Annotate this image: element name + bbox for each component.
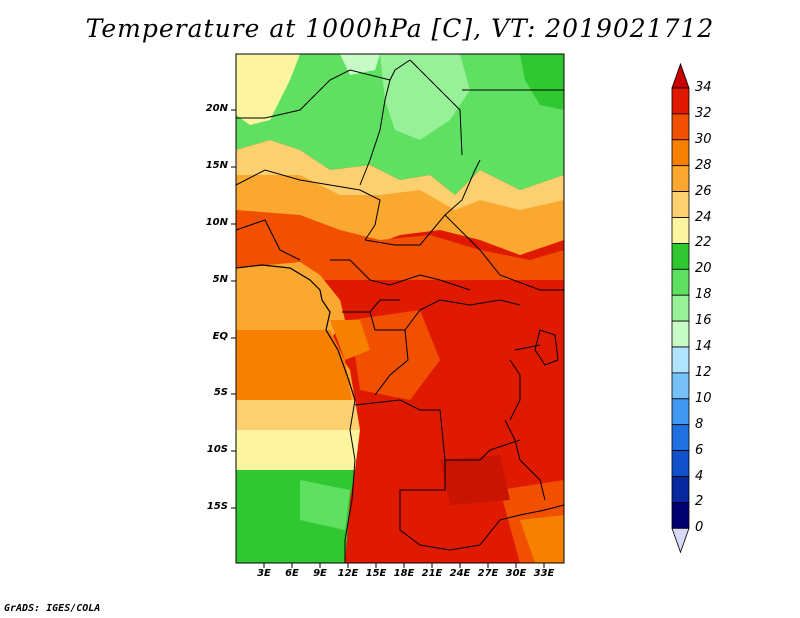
colorbar-box bbox=[671, 191, 690, 218]
colorbar-label: 4 bbox=[695, 468, 704, 484]
colorbar-box bbox=[671, 294, 690, 322]
lon-label: 27E bbox=[477, 568, 499, 579]
colorbar-label: 24 bbox=[695, 209, 712, 225]
lat-label: 5S bbox=[213, 387, 228, 398]
map-frame bbox=[235, 53, 565, 564]
colorbar-label: 12 bbox=[695, 364, 712, 380]
colorbar-label: 34 bbox=[695, 80, 712, 95]
colorbar-label: 8 bbox=[695, 416, 704, 432]
colorbar-box bbox=[671, 217, 690, 244]
lat-label: 10N bbox=[205, 217, 228, 228]
colorbar-label: 22 bbox=[695, 235, 712, 251]
colorbar-label: 16 bbox=[695, 313, 712, 329]
colorbar-label: 2 bbox=[695, 494, 704, 510]
colorbar-label: 30 bbox=[695, 131, 712, 147]
lat-label: EQ bbox=[212, 331, 228, 342]
lon-label: 30E bbox=[505, 568, 527, 579]
colorbar-label: 18 bbox=[695, 287, 712, 303]
colorbar-box bbox=[671, 87, 690, 115]
country-borders bbox=[236, 59, 564, 563]
lat-label: 20N bbox=[205, 103, 228, 114]
lon-label: 18E bbox=[393, 568, 415, 579]
coastline bbox=[235, 264, 356, 401]
lat-label: 5N bbox=[212, 274, 228, 285]
lon-label: 33E bbox=[533, 568, 555, 579]
temperature-field bbox=[236, 54, 564, 563]
colorbar-box bbox=[671, 476, 690, 503]
colorbar-box bbox=[671, 268, 690, 296]
lon-label: 21E bbox=[421, 568, 443, 579]
colorbar-box bbox=[671, 398, 690, 426]
lat-label: 15N bbox=[205, 160, 228, 171]
colorbar-box bbox=[671, 501, 690, 529]
colorbar-box bbox=[671, 450, 690, 477]
lon-label: 12E bbox=[337, 568, 359, 579]
colorbar-label: 10 bbox=[695, 390, 712, 406]
colorbar-label: 28 bbox=[695, 157, 712, 173]
colorbar-box bbox=[671, 346, 690, 374]
colorbar-label: 6 bbox=[695, 442, 704, 458]
lon-label: 9E bbox=[313, 568, 327, 579]
axis-ticks bbox=[231, 109, 545, 568]
colorbar-label: 0 bbox=[695, 520, 704, 536]
colorbar-box bbox=[671, 424, 690, 452]
lon-label: 6E bbox=[285, 568, 299, 579]
colorbar-box bbox=[671, 113, 690, 141]
colorbar-box bbox=[671, 372, 690, 400]
colorbar-bottom-arrow bbox=[671, 527, 690, 554]
lon-label: 3E bbox=[257, 568, 271, 579]
lon-label: 15E bbox=[365, 568, 387, 579]
lat-label: 10S bbox=[206, 444, 228, 455]
map-title: Temperature at 1000hPa [C], VT: 20190217… bbox=[85, 14, 715, 43]
colorbar-label: 32 bbox=[695, 105, 712, 121]
colorbar-box bbox=[671, 320, 690, 348]
colorbar-box bbox=[671, 165, 690, 192]
colorbar-top-arrow bbox=[671, 62, 690, 89]
colorbar bbox=[671, 62, 690, 554]
colorbar-label: 26 bbox=[695, 183, 712, 199]
colorbar-label: 14 bbox=[695, 339, 712, 354]
footer-credit: GrADS: IGES/COLA bbox=[4, 603, 101, 614]
colorbar-label: 20 bbox=[695, 261, 712, 277]
colorbar-box bbox=[671, 242, 690, 270]
colorbar-box bbox=[671, 139, 690, 167]
lat-label: 15S bbox=[206, 501, 228, 512]
lon-label: 24E bbox=[449, 568, 471, 579]
